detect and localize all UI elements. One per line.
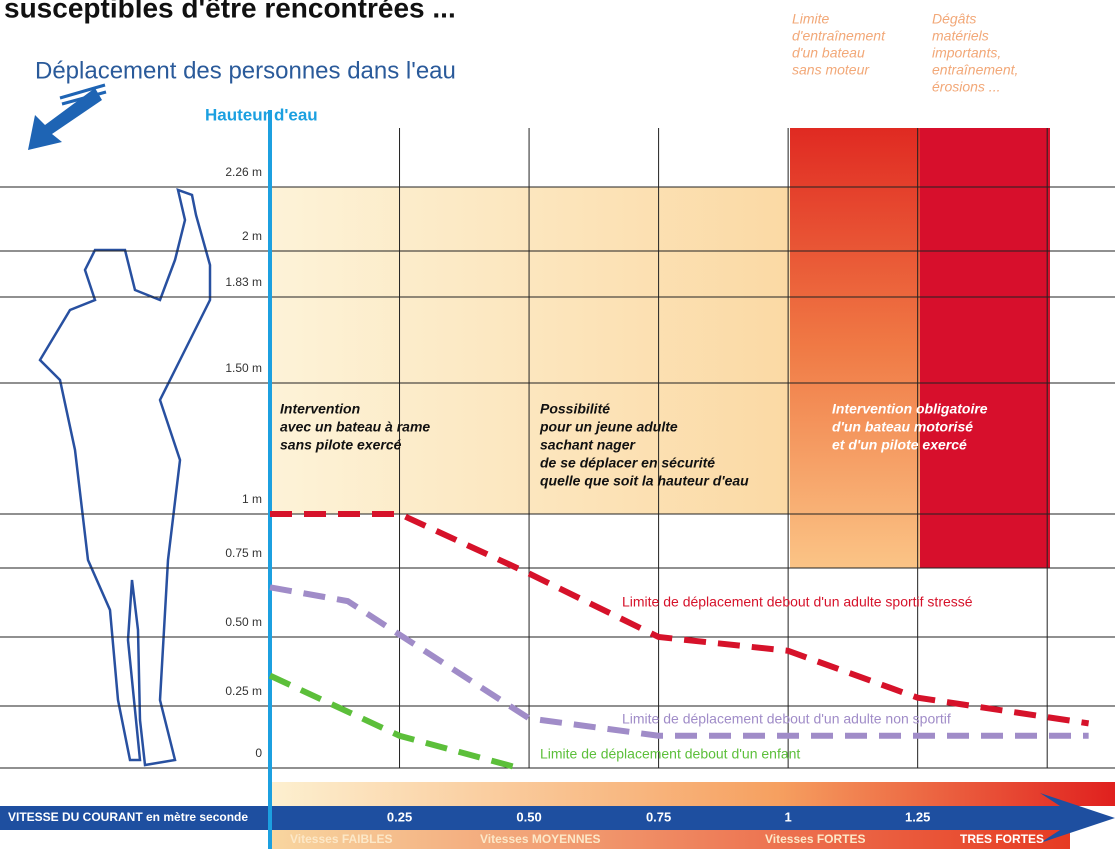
y-tick-label: 1 m (242, 492, 262, 506)
series-label: Limite de déplacement debout d'un adulte… (622, 711, 951, 727)
note: entraînement, (932, 62, 1018, 78)
x-tick-label: 0.75 (646, 809, 671, 824)
title: susceptibles d'être rencontrées ... (4, 0, 456, 23)
silhouette (38, 188, 212, 767)
annotation: sans pilote exercé (280, 437, 402, 453)
speed-axis (0, 793, 1115, 843)
annotation: pour un jeune adulte (539, 419, 678, 435)
y-tick-label: 0 (255, 746, 262, 760)
series-label: Limite de déplacement debout d'un adulte… (622, 594, 973, 610)
annotation: d'un bateau motorisé (832, 419, 973, 435)
y-tick-label: 2 m (242, 229, 262, 243)
note: d'entraînement (792, 28, 886, 44)
note: érosions ... (932, 79, 1000, 95)
zone-boat (270, 187, 790, 514)
series-line (269, 584, 1089, 739)
annotation: Intervention obligatoire (832, 401, 988, 417)
annotation: de se déplacer en sécurité (540, 455, 715, 471)
series-line (270, 511, 1090, 727)
speed-class: TRES FORTES (960, 832, 1044, 846)
x-tick-label: 0.25 (387, 809, 412, 824)
y-axis-label: Hauteur d'eau (205, 105, 318, 124)
speed-gradient (270, 782, 1115, 806)
speed-class: Vitesses FORTES (765, 832, 866, 846)
series-label: Limite de déplacement debout d'un enfant (540, 746, 800, 762)
y-tick-label: 0.25 m (225, 684, 262, 698)
arrow-icon (28, 83, 107, 150)
subtitle: Déplacement des personnes dans l'eau (35, 57, 456, 84)
note: matériels (932, 28, 989, 44)
note: Dégâts (932, 11, 976, 27)
x-tick-label: 0.50 (516, 809, 541, 824)
y-tick-label: 0.75 m (225, 546, 262, 560)
speed-class: Vitesses MOYENNES (480, 832, 601, 846)
annotation: et d'un pilote exercé (832, 437, 967, 453)
annotation: Possibilité (540, 401, 610, 417)
y-tick-label: 0.50 m (225, 615, 262, 629)
y-tick-label: 1.50 m (225, 361, 262, 375)
speed-class: Vitesses FAIBLES (290, 832, 393, 846)
annotation: avec un bateau à rame (280, 419, 430, 435)
note: d'un bateau (792, 45, 865, 61)
x-axis-label: VITESSE DU COURANT en mètre seconde (8, 810, 248, 824)
note: importants, (932, 45, 1001, 61)
y-tick-label: 2.26 m (225, 165, 262, 179)
annotation: sachant nager (540, 437, 636, 453)
note: Limite (792, 11, 830, 27)
note: sans moteur (792, 62, 870, 78)
series-line (268, 672, 520, 771)
zone-limit (790, 128, 920, 568)
zone-damage (920, 128, 1050, 568)
x-tick-label: 1.25 (905, 809, 930, 824)
annotation: quelle que soit la hauteur d'eau (540, 473, 749, 489)
annotation: Intervention (280, 401, 360, 417)
y-tick-label: 1.83 m (225, 275, 262, 289)
x-tick-label: 1 (785, 809, 792, 824)
speed-gradient-bottom (270, 829, 1070, 849)
